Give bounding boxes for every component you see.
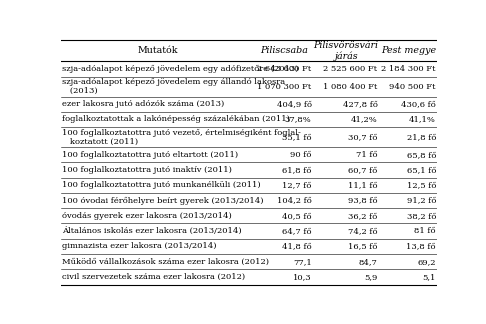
Text: 41,8 fő: 41,8 fő xyxy=(282,242,312,250)
Text: 12,5 fő: 12,5 fő xyxy=(406,181,436,189)
Text: 91,2 fő: 91,2 fő xyxy=(406,197,436,204)
Text: Működő vállalkozások száma ezer lakosra (2012): Működő vállalkozások száma ezer lakosra … xyxy=(62,258,269,266)
Text: gimnazista ezer lakosra (2013/2014): gimnazista ezer lakosra (2013/2014) xyxy=(62,242,217,250)
Text: 427,8 fő: 427,8 fő xyxy=(343,100,378,108)
Text: 2 184 300 Ft: 2 184 300 Ft xyxy=(382,65,436,73)
Text: civil szervezetek száma ezer lakosra (2012): civil szervezetek száma ezer lakosra (20… xyxy=(62,273,245,281)
Text: 16,5 fő: 16,5 fő xyxy=(348,242,378,250)
Text: 1 070 300 Ft: 1 070 300 Ft xyxy=(258,83,312,90)
Text: 77,1: 77,1 xyxy=(293,258,312,266)
Text: 5,1: 5,1 xyxy=(422,273,436,281)
Text: Pilisvörösvári
járás: Pilisvörösvári járás xyxy=(313,41,379,61)
Text: 35,1 fő: 35,1 fő xyxy=(282,133,312,141)
Text: 30,7 fő: 30,7 fő xyxy=(348,133,378,141)
Text: Pest megye: Pest megye xyxy=(381,46,436,55)
Text: 11,1 fő: 11,1 fő xyxy=(348,181,378,189)
Text: 21,8 fő: 21,8 fő xyxy=(406,133,436,141)
Text: 74,2 fő: 74,2 fő xyxy=(348,227,378,235)
Text: 2 643 600 Ft: 2 643 600 Ft xyxy=(258,65,312,73)
Text: 65,8 fő: 65,8 fő xyxy=(406,151,436,159)
Text: Mutatók: Mutatók xyxy=(138,46,178,55)
Text: 430,6 fő: 430,6 fő xyxy=(401,100,436,108)
Text: 65,1 fő: 65,1 fő xyxy=(406,166,436,174)
Text: 1 080 400 Ft: 1 080 400 Ft xyxy=(323,83,378,90)
Text: 41,2%: 41,2% xyxy=(351,115,378,123)
Text: 100 foglalkoztatottra jutó eltartott (2011): 100 foglalkoztatottra jutó eltartott (20… xyxy=(62,151,238,159)
Text: 5,9: 5,9 xyxy=(364,273,378,281)
Text: 12,7 fő: 12,7 fő xyxy=(282,181,312,189)
Text: 940 500 Ft: 940 500 Ft xyxy=(389,83,436,90)
Text: 10,3: 10,3 xyxy=(293,273,312,281)
Text: 2 525 600 Ft: 2 525 600 Ft xyxy=(323,65,378,73)
Text: ezer lakosra jutó adózók száma (2013): ezer lakosra jutó adózók száma (2013) xyxy=(62,100,225,108)
Text: 60,7 fő: 60,7 fő xyxy=(348,166,378,174)
Text: óvodás gyerek ezer lakosra (2013/2014): óvodás gyerek ezer lakosra (2013/2014) xyxy=(62,212,232,220)
Text: 37,8%: 37,8% xyxy=(285,115,312,123)
Text: 404,9 fő: 404,9 fő xyxy=(277,100,312,108)
Text: szja-adóalapot képező jövedelem egy adófizetőre (2013): szja-adóalapot képező jövedelem egy adóf… xyxy=(62,65,299,73)
Text: 40,5 fő: 40,5 fő xyxy=(282,212,312,220)
Text: 13,8 fő: 13,8 fő xyxy=(406,242,436,250)
Text: 104,2 fő: 104,2 fő xyxy=(277,197,312,204)
Text: 100 óvodai férőhelyre beírt gyerek (2013/2014): 100 óvodai férőhelyre beírt gyerek (2013… xyxy=(62,197,264,205)
Text: 69,2: 69,2 xyxy=(417,258,436,266)
Text: 38,2 fő: 38,2 fő xyxy=(406,212,436,220)
Text: szja-adóalapot képező jövedelem egy állandó lakosra
   (2013): szja-adóalapot képező jövedelem egy álla… xyxy=(62,78,285,95)
Text: 64,7 fő: 64,7 fő xyxy=(282,227,312,235)
Text: 100 foglalkoztatottra jutó vezető, értelmiségiként foglal-
   koztatott (2011): 100 foglalkoztatottra jutó vezető, értel… xyxy=(62,128,301,146)
Text: foglalkoztatottak a lakónépesség százalékában (2011): foglalkoztatottak a lakónépesség százalé… xyxy=(62,115,290,123)
Text: Piliscsaba: Piliscsaba xyxy=(260,46,308,55)
Text: 61,8 fő: 61,8 fő xyxy=(282,166,312,174)
Text: 81 fő: 81 fő xyxy=(415,227,436,235)
Text: 71 fő: 71 fő xyxy=(356,151,378,159)
Text: 84,7: 84,7 xyxy=(359,258,378,266)
Text: 93,8 fő: 93,8 fő xyxy=(348,197,378,204)
Text: 100 foglalkoztatottra jutó munkanélküli (2011): 100 foglalkoztatottra jutó munkanélküli … xyxy=(62,181,261,189)
Text: 36,2 fő: 36,2 fő xyxy=(348,212,378,220)
Text: Általános iskolás ezer lakosra (2013/2014): Általános iskolás ezer lakosra (2013/201… xyxy=(62,227,242,235)
Text: 41,1%: 41,1% xyxy=(409,115,436,123)
Text: 90 fő: 90 fő xyxy=(290,151,312,159)
Text: 100 foglalkoztatottra jutó inaktív (2011): 100 foglalkoztatottra jutó inaktív (2011… xyxy=(62,166,232,174)
